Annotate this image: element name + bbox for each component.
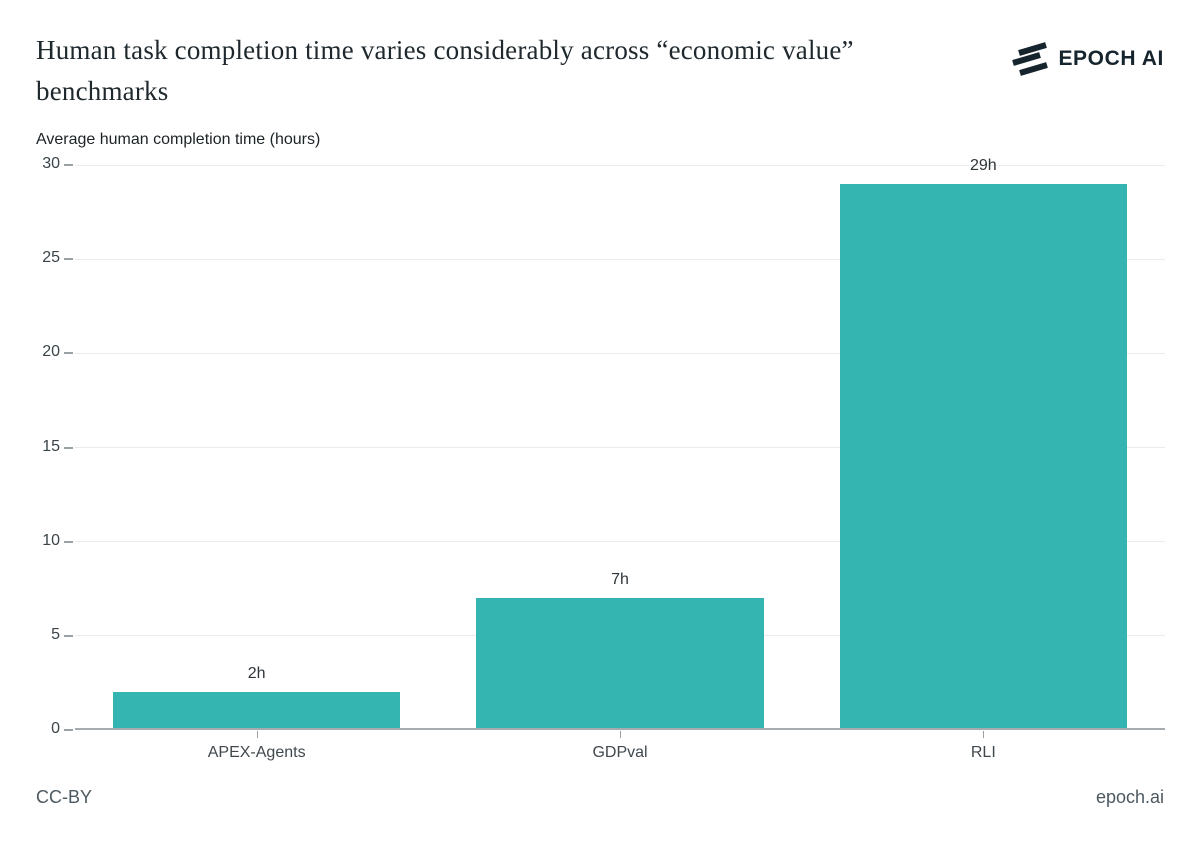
- x-category-label: RLI: [970, 744, 996, 761]
- x-tick-mark: [983, 731, 985, 738]
- y-gridline: [75, 541, 1165, 543]
- bar-value-label: 2h: [247, 665, 266, 683]
- y-gridline: [75, 258, 1165, 260]
- epoch-logo-text: EPOCH AI: [1058, 47, 1164, 70]
- y-tick-mark: [64, 446, 73, 449]
- bar-apex-agents: [113, 692, 401, 730]
- y-tick-mark: [64, 729, 73, 731]
- x-category-label: APEX-Agents: [207, 744, 306, 761]
- bar-value-label: 29h: [969, 156, 997, 174]
- y-tick-label: 30: [42, 155, 60, 172]
- x-tick-mark: [256, 731, 258, 738]
- y-tick-mark: [64, 352, 73, 355]
- y-tick-label: 0: [51, 720, 60, 737]
- site-label: epoch.ai: [1095, 787, 1164, 807]
- y-tick-label: 20: [42, 343, 60, 361]
- y-tick-mark: [64, 164, 73, 166]
- page-title: Human task completion time varies consid…: [36, 35, 854, 106]
- license-label: CC-BY: [36, 787, 93, 807]
- x-tick-mark: [620, 731, 621, 738]
- x-axis-line: [75, 728, 1165, 730]
- y-tick-label: 15: [42, 437, 60, 455]
- y-tick-mark: [64, 540, 73, 543]
- y-gridline: [75, 164, 1165, 166]
- y-tick-label: 10: [42, 531, 60, 549]
- y-gridline: [75, 447, 1165, 448]
- y-tick-mark: [64, 634, 73, 637]
- bar-gdpval: [476, 598, 764, 730]
- y-tick-mark: [64, 258, 73, 261]
- epoch-logo-icon: [1008, 42, 1049, 76]
- y-tick-label: 25: [42, 249, 60, 267]
- epoch-logo: EPOCH AI: [1008, 42, 1164, 76]
- x-category-label: GDPval: [592, 744, 648, 761]
- y-axis-title: Average human completion time (hours): [36, 131, 321, 148]
- bar-value-label: 7h: [611, 571, 629, 589]
- plot-area: 2h APEX-Agents 7h GDPval 29h RLI: [75, 157, 1165, 761]
- bar-rli: [839, 183, 1127, 730]
- y-gridline: [75, 352, 1165, 354]
- y-tick-label: 5: [51, 625, 60, 643]
- bar-chart: 2h APEX-Agents 7h GDPval 29h RLI 0 5 10 15 20 25 30: [0, 155, 1200, 815]
